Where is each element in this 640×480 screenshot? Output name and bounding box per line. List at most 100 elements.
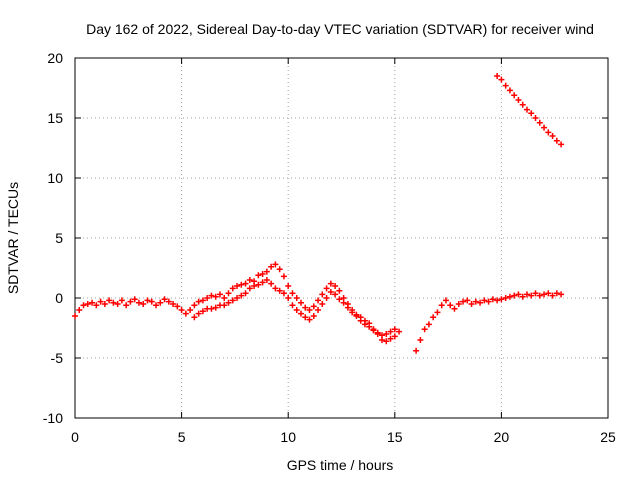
data-point (472, 298, 479, 305)
data-point (225, 290, 232, 297)
data-point (187, 307, 194, 313)
data-point (297, 310, 304, 317)
data-point (148, 298, 155, 305)
data-point (502, 82, 509, 89)
data-point (178, 307, 185, 313)
data-point (332, 291, 339, 298)
data-point (195, 310, 202, 317)
data-point (391, 326, 398, 333)
data-point (361, 321, 368, 328)
data-point (289, 290, 296, 297)
data-point (558, 141, 565, 148)
data-point (268, 280, 275, 287)
data-point (106, 297, 113, 304)
data-point (191, 314, 198, 321)
data-point (234, 283, 241, 289)
data-point (229, 297, 236, 304)
chart-title: Day 162 of 2022, Sidereal Day-to-day VTE… (86, 21, 594, 37)
series-lower-trace (191, 277, 398, 339)
data-point (396, 328, 403, 335)
data-point (319, 301, 326, 307)
data-point (259, 279, 266, 286)
data-point (511, 92, 518, 99)
data-point (370, 327, 377, 334)
data-point (545, 290, 552, 297)
x-tick-label: 20 (494, 429, 510, 445)
data-point (306, 316, 313, 323)
data-point (353, 313, 360, 319)
data-point (506, 87, 513, 94)
data-point (242, 280, 249, 287)
data-point (545, 129, 552, 136)
data-point (97, 298, 104, 305)
data-point (336, 287, 343, 294)
data-points (72, 73, 565, 354)
series-main-trace (72, 261, 403, 345)
data-point (204, 295, 211, 301)
data-point (438, 302, 445, 309)
data-point (515, 97, 522, 103)
data-point (191, 302, 198, 309)
data-point (208, 305, 215, 312)
data-point (263, 277, 270, 283)
data-point (541, 291, 548, 298)
data-point (140, 301, 147, 307)
data-point (558, 291, 565, 298)
data-point (447, 302, 454, 309)
data-point (302, 304, 309, 311)
data-point (519, 101, 526, 108)
data-point (255, 281, 262, 288)
data-point (165, 298, 172, 305)
data-point (131, 296, 138, 303)
data-point (327, 280, 334, 287)
data-point (532, 290, 539, 297)
data-point (212, 304, 219, 311)
data-point (293, 295, 300, 301)
x-tick-label: 25 (600, 429, 616, 445)
data-point (246, 277, 253, 283)
data-point (528, 292, 535, 299)
data-point (523, 106, 530, 113)
data-point (553, 137, 560, 144)
data-point (319, 291, 326, 298)
data-point (289, 302, 296, 309)
data-point (506, 293, 513, 300)
data-point (285, 295, 292, 301)
data-point (366, 323, 373, 330)
data-point (144, 297, 151, 304)
data-point (515, 291, 522, 298)
data-point (259, 271, 266, 277)
data-point (76, 307, 83, 313)
data-point (451, 305, 458, 312)
data-point (263, 268, 270, 275)
x-tick-label: 10 (280, 429, 296, 445)
y-tick-label: 20 (47, 50, 63, 66)
y-tick-label: 15 (47, 110, 63, 126)
plot-frame (74, 57, 609, 419)
data-point (485, 298, 492, 305)
data-point (498, 76, 505, 83)
data-point (123, 302, 130, 309)
data-point (153, 302, 160, 309)
data-point (276, 287, 283, 294)
data-point (225, 299, 232, 306)
data-point (327, 289, 334, 295)
y-axis: -10 -5 0 5 10 15 20 (43, 50, 608, 426)
data-point (336, 296, 343, 303)
data-point (442, 297, 449, 304)
data-point (302, 314, 309, 321)
x-tick-label: 5 (178, 429, 186, 445)
data-point (387, 328, 394, 335)
data-point (498, 296, 505, 303)
data-point (293, 307, 300, 313)
data-point (310, 313, 317, 319)
data-point (430, 314, 437, 321)
data-point (101, 301, 108, 307)
data-point (135, 299, 142, 306)
data-point (340, 299, 347, 306)
data-point (323, 295, 330, 301)
data-point (93, 302, 100, 309)
data-point (208, 292, 215, 299)
data-point (118, 297, 125, 304)
series-upper-trace (494, 73, 565, 148)
